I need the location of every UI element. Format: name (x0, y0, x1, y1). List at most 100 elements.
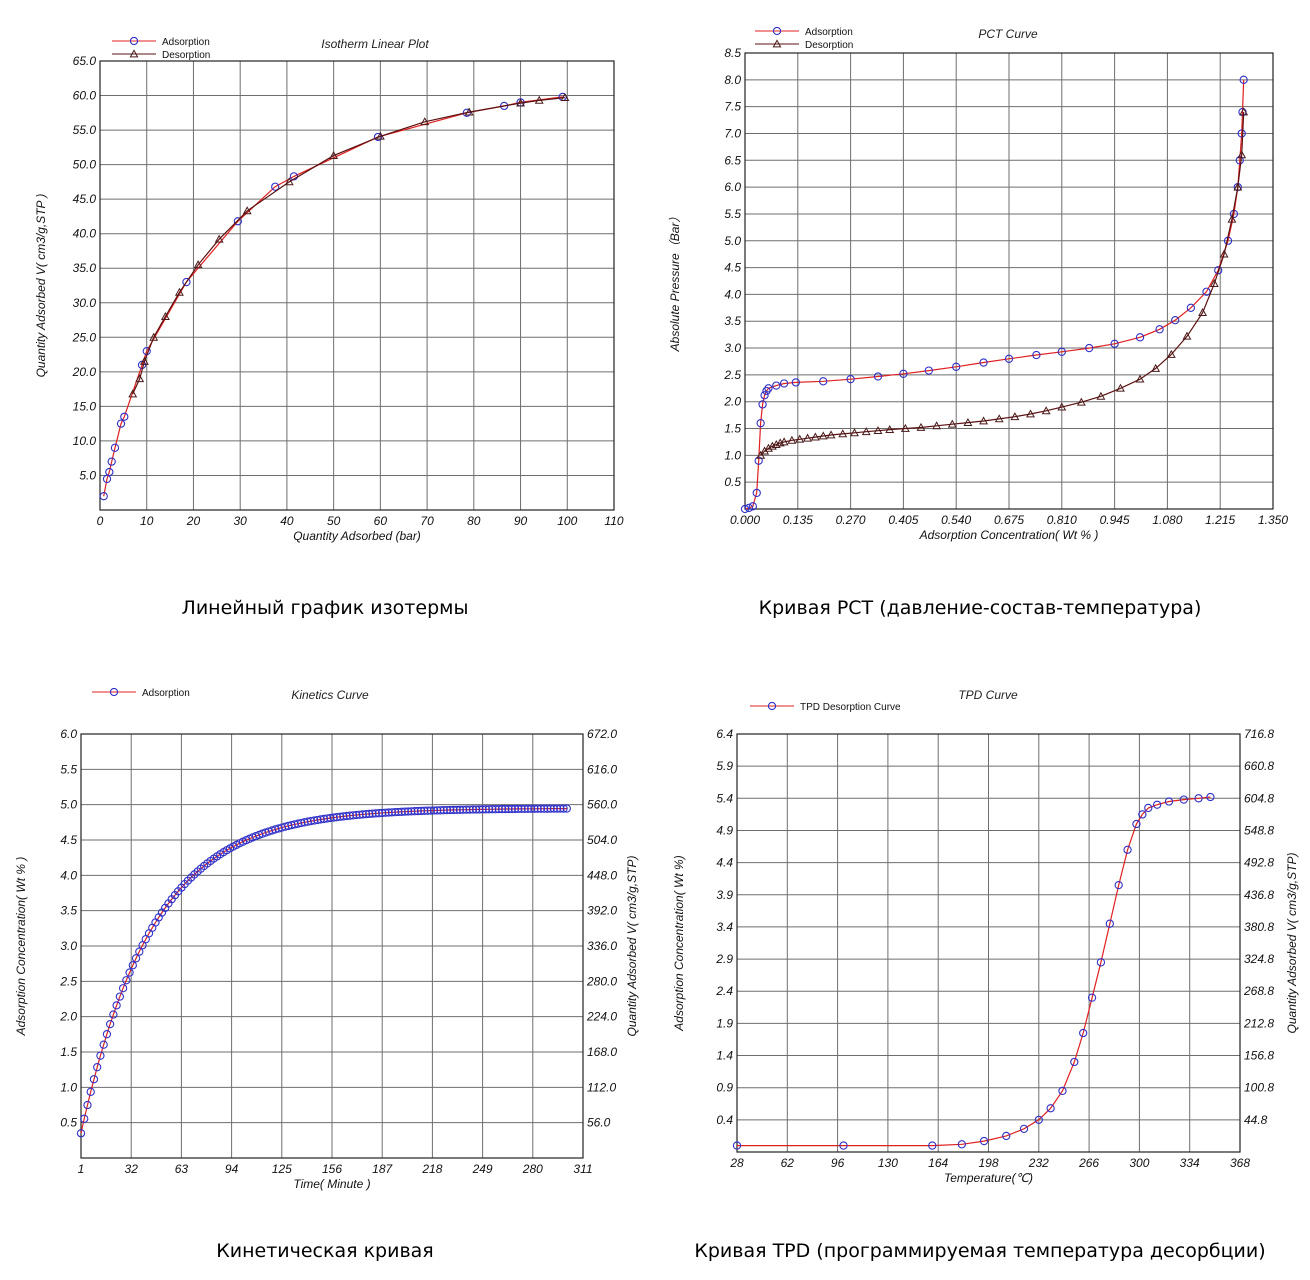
x-tick-label: 0.135 (783, 513, 813, 527)
data-point-adsorption (403, 807, 413, 816)
y-tick-label: 10.0 (73, 434, 97, 448)
data-point-adsorption (423, 806, 432, 815)
data-point-desorption (560, 92, 570, 101)
data-point-desorption (242, 206, 252, 215)
data-point-adsorption (957, 1140, 967, 1149)
data-point-adsorption (381, 808, 390, 817)
data-point-desorption (284, 177, 294, 186)
data-point-adsorption (1057, 347, 1066, 356)
plot-frame (744, 52, 1274, 510)
data-point-adsorption (131, 954, 141, 963)
y-tick-label: 0.4 (716, 1113, 733, 1127)
data-point-adsorption (1138, 810, 1147, 819)
y-right-tick-label: 504.0 (587, 833, 617, 847)
data-point-adsorption (559, 804, 568, 813)
data-point-adsorption (378, 808, 387, 818)
y-tick-label: 3.4 (716, 920, 733, 934)
data-point-adsorption (552, 804, 562, 813)
y-tick-label: 3.9 (716, 888, 733, 902)
y-tick-label: 6.5 (724, 153, 741, 167)
data-point-adsorption (313, 815, 322, 825)
data-point-adsorption (420, 806, 429, 815)
data-point-desorption (1096, 391, 1106, 400)
y-tick-label: 2.5 (59, 974, 77, 988)
y-tick-label: 5.0 (79, 468, 96, 482)
data-point-adsorption (462, 805, 471, 814)
data-point-adsorption (107, 457, 116, 466)
data-point-adsorption (1206, 792, 1215, 802)
x-tick-label: 10 (140, 514, 154, 528)
y-tick-label: 5.0 (724, 234, 741, 248)
y-tick-label: 7.5 (724, 100, 741, 114)
y-axis-label: Adsorption Concentration( Wt % ) (14, 857, 28, 1037)
x-tick-label: 164 (928, 1156, 948, 1170)
data-point-adsorption (361, 810, 371, 819)
data-point-adsorption (762, 386, 771, 396)
data-point-desorption (850, 428, 859, 437)
y-tick-label: 5.5 (724, 207, 741, 221)
data-point-adsorption (436, 806, 445, 815)
data-point-desorption (1219, 249, 1229, 258)
data-point-adsorption (752, 488, 761, 498)
data-point-desorption (464, 107, 474, 116)
data-point-adsorption (873, 372, 883, 381)
x-tick-label: 40 (280, 514, 294, 528)
data-point-adsorption (539, 804, 549, 813)
data-point-adsorption (1019, 1124, 1029, 1133)
data-point-adsorption (116, 419, 126, 428)
data-point-adsorption (329, 813, 338, 822)
data-point-adsorption (394, 807, 403, 817)
data-point-desorption (900, 423, 910, 432)
caption-pct: Кривая PCT (давление-состав-температура) (758, 597, 1202, 619)
data-point-adsorption (1046, 1104, 1055, 1113)
data-point-adsorption (332, 813, 342, 822)
data-point-desorption (760, 446, 770, 455)
data-point-adsorption (348, 811, 358, 820)
data-point-desorption (932, 421, 942, 430)
data-point-desorption (1233, 182, 1243, 191)
data-point-desorption (375, 131, 385, 140)
x-axis-label: Adsorption Concentration( Wt % ) (919, 528, 1099, 542)
legend-label: TPD Desorption Curve (800, 702, 901, 713)
y-tick-label: 7.0 (724, 126, 741, 140)
legend-marker (772, 39, 782, 48)
chart-title: Kinetics Curve (291, 688, 369, 702)
data-point-adsorption (1105, 919, 1114, 928)
data-point-desorption (1166, 349, 1176, 358)
data-point-adsorption (488, 805, 497, 814)
x-tick-label: 110 (604, 514, 623, 528)
x-tick-label: 280 (522, 1162, 543, 1176)
data-point-adsorption (764, 384, 773, 393)
data-point-adsorption (979, 358, 988, 367)
data-point-desorption (135, 374, 145, 383)
x-tick-label: 198 (978, 1156, 998, 1170)
data-point-adsorption (481, 805, 490, 814)
kinetics-chart: 1 32 63 94 125 156 187 218 249 280 311 0.5 56.0 1.0 11… (14, 687, 639, 1191)
data-point-adsorption (748, 502, 757, 511)
data-point-adsorption (1135, 333, 1145, 342)
data-point-adsorption (182, 277, 191, 287)
caption-tpd: Кривая TPD (программируемая температура … (694, 1240, 1266, 1262)
data-point-desorption (534, 95, 544, 104)
data-point-adsorption (387, 808, 397, 817)
data-point-adsorption (536, 804, 546, 813)
x-tick-label: 1 (78, 1162, 85, 1176)
x-tick-label: 311 (573, 1162, 592, 1176)
x-tick-label: 50 (327, 514, 341, 528)
x-tick-label: 125 (272, 1162, 292, 1176)
y-tick-label: 8.5 (724, 46, 741, 60)
data-point-adsorption (556, 804, 565, 813)
tpd-chart-panel: 28 62 96 130 164 198 232 266 300 334 368 0.4 44.8 0.9… (655, 660, 1310, 1200)
data-point-adsorption (1235, 156, 1244, 165)
data-point-adsorption (1214, 266, 1223, 275)
x-tick-label: 30 (234, 514, 248, 528)
legend-marker (129, 49, 139, 58)
legend-marker (109, 687, 119, 697)
data-point-adsorption (471, 805, 481, 814)
x-tick-label: 90 (514, 514, 528, 528)
data-point-desorption (885, 424, 895, 433)
y-tick-label: 4.9 (716, 823, 733, 837)
data-point-adsorption (303, 817, 312, 826)
data-point-adsorption (1179, 795, 1188, 804)
data-point-adsorption (112, 1001, 121, 1010)
